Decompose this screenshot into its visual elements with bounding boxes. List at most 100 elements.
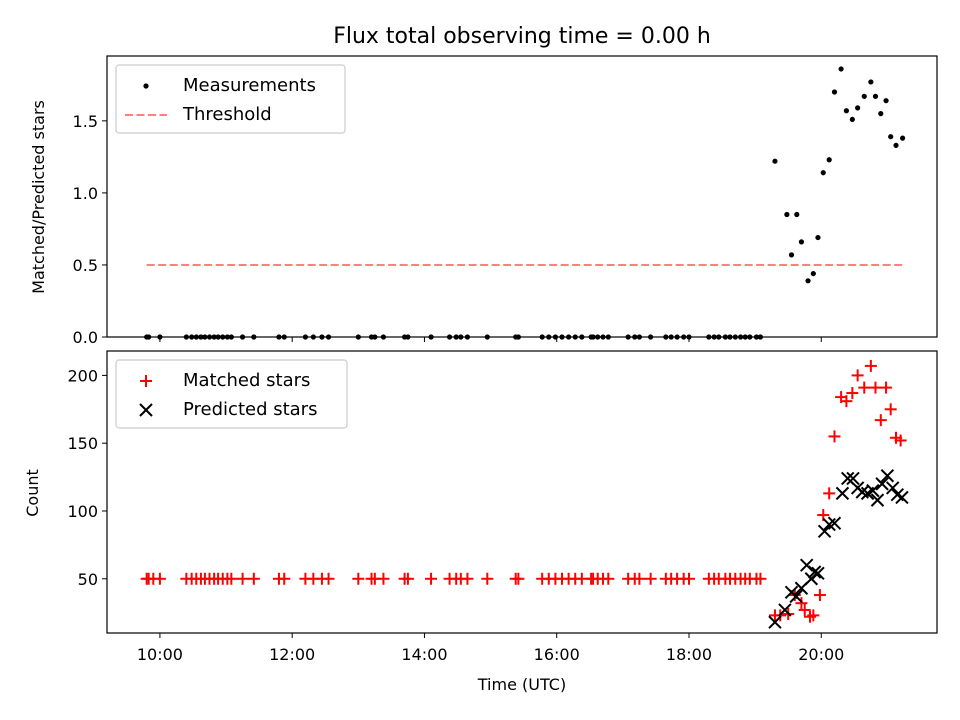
x-tick-label: 10:00: [137, 645, 183, 664]
measurements-point: [784, 211, 790, 218]
matched-stars-point: [461, 572, 474, 585]
measurements-point: [794, 211, 800, 218]
measurements-point: [872, 93, 879, 99]
bottom-panel-y-ticks: 50 100 150 200: [67, 366, 107, 589]
matched-stars-point: [236, 572, 249, 585]
legend-marker-matched-stars: [140, 375, 152, 387]
matched-stars-point: [840, 395, 853, 408]
predicted-stars-point: [807, 565, 822, 579]
matched-stars-point: [481, 572, 494, 585]
measurements-point: [868, 79, 874, 85]
matched-stars-point: [851, 369, 864, 382]
bottom-legend-box: [115, 359, 348, 429]
top-legend-box: [115, 64, 346, 134]
matched-stars-point: [352, 572, 365, 585]
matched-stars-point: [401, 572, 414, 585]
top-panel-y-axis-label: Matched/Predicted stars: [29, 100, 48, 294]
predicted-stars-point: [768, 615, 782, 629]
y-tick-label: 0.5: [73, 256, 98, 275]
legend-label-threshold: Threshold: [182, 104, 272, 125]
matched-stars-point: [894, 434, 907, 447]
x-tick-label: 18:00: [666, 645, 712, 664]
matched-stars-point: [874, 414, 887, 427]
matched-stars-point: [813, 589, 826, 602]
y-tick-label: 1.5: [73, 112, 98, 131]
predicted-stars-point: [827, 516, 842, 530]
y-tick-label: 50: [78, 570, 98, 589]
matched-stars-point: [880, 381, 893, 394]
matched-stars-point: [864, 359, 877, 372]
legend-marker-predicted-stars: [139, 403, 153, 417]
matched-stars-point: [795, 597, 808, 610]
measurements-point: [849, 116, 855, 123]
bottom-panel-x-ticks: 10:00 12:00 14:00 16:00 18:00 20:00: [137, 633, 844, 664]
legend-marker-measurements: [143, 83, 149, 89]
y-tick-label: 100: [67, 502, 98, 521]
measurements-point: [883, 98, 889, 104]
top-panel-legend: Measurements Threshold: [115, 64, 346, 134]
chart-title: Flux total observing time = 0.00 h: [333, 24, 711, 49]
measurements-point: [855, 105, 861, 111]
measurements-point: [843, 108, 849, 114]
predicted-stars-point: [835, 486, 850, 501]
x-tick-label: 14:00: [401, 645, 447, 664]
matched-stars-point: [153, 572, 166, 585]
measurements-point: [810, 270, 816, 277]
matched-stars-point: [633, 572, 646, 585]
bottom-panel-y-axis-label: Count: [23, 469, 42, 517]
legend-label-matched-stars: Matched stars: [183, 370, 310, 391]
measurements-point: [788, 252, 795, 258]
x-tick-label: 20:00: [798, 645, 844, 664]
matched-stars-point: [512, 572, 525, 585]
y-tick-label: 150: [67, 434, 98, 453]
matched-stars-point: [278, 572, 291, 585]
measurements-point: [772, 158, 778, 164]
x-tick-label: 16:00: [534, 645, 580, 664]
measurements-point: [805, 278, 811, 284]
legend-label-predicted-stars: Predicted stars: [183, 399, 317, 420]
matched-stars-point: [225, 572, 238, 585]
y-tick-label: 0.0: [73, 328, 98, 347]
measurements-point: [900, 135, 906, 141]
top-panel-x-ticks: [159, 337, 822, 342]
matched-stars-point: [858, 381, 871, 394]
measurements-point: [815, 234, 821, 241]
measurements-point: [838, 66, 844, 72]
measurements-point: [888, 134, 894, 140]
matched-stars-point: [869, 381, 882, 394]
bottom-panel: 50 100 150 200 10:00 12:00 14:00 16:00 18:00 20:…: [23, 350, 938, 694]
measurements-point: [820, 170, 826, 176]
predicted-stars-point: [866, 483, 880, 498]
measurements-point: [826, 157, 832, 163]
top-panel-y-ticks: 0.0 0.5 1.0 1.5: [73, 112, 107, 347]
measurements-point: [798, 239, 805, 245]
predicted-stars-point: [880, 469, 895, 483]
matched-stars-point: [322, 572, 335, 585]
legend-label-measurements: Measurements: [183, 75, 316, 96]
matched-stars-point: [754, 572, 767, 585]
predicted-stars-point: [817, 524, 832, 539]
matched-stars-point: [425, 572, 438, 585]
y-tick-label: 200: [67, 366, 98, 385]
y-tick-label: 1.0: [73, 184, 98, 203]
matched-stars-point: [828, 430, 841, 443]
measurements-point: [893, 142, 899, 148]
x-tick-label: 12:00: [269, 645, 315, 664]
matched-stars-point: [602, 572, 615, 585]
bottom-panel-legend: Matched stars Predicted stars: [115, 359, 348, 429]
predicted-stars-point: [870, 493, 885, 507]
top-panel-marks: [144, 66, 906, 340]
bottom-panel-marks: [140, 359, 909, 629]
predicted-stars-point: [778, 603, 792, 617]
measurements-point: [831, 89, 838, 95]
matched-stars-point: [798, 603, 811, 616]
matched-stars-point: [846, 387, 859, 400]
predicted-stars-point: [875, 477, 889, 491]
bottom-panel-frame: [106, 350, 938, 634]
measurements-point: [878, 111, 884, 117]
x-axis-label: Time (UTC): [477, 675, 566, 694]
predicted-stars-point: [846, 471, 860, 486]
predicted-stars-point: [811, 566, 825, 581]
measurements-point: [861, 93, 867, 99]
